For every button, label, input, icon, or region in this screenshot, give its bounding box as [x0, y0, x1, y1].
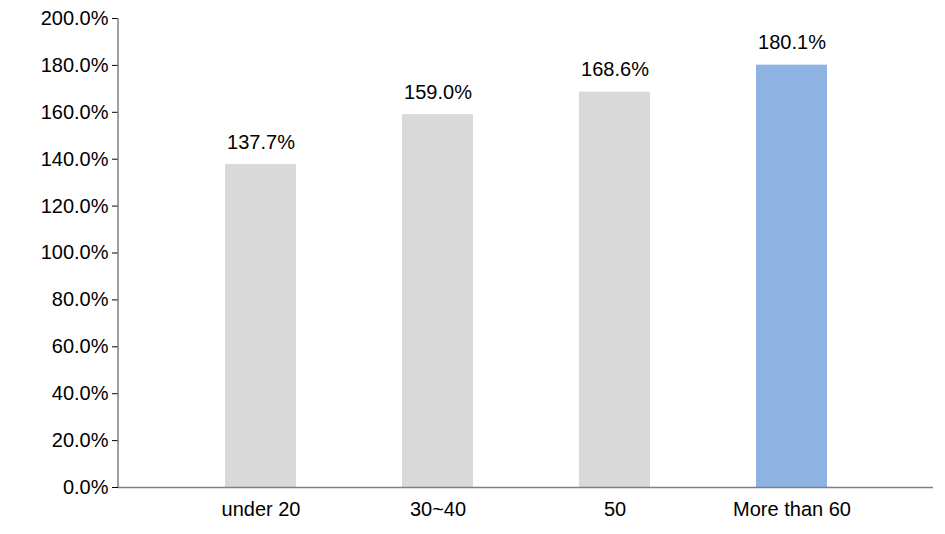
svg-text:More than 60: More than 60	[733, 498, 851, 520]
svg-text:0.0%: 0.0%	[63, 476, 109, 498]
svg-text:120.0%: 120.0%	[41, 195, 109, 217]
svg-text:50: 50	[604, 498, 626, 520]
svg-text:160.0%: 160.0%	[41, 101, 109, 123]
svg-text:200.0%: 200.0%	[41, 7, 109, 29]
svg-text:180.0%: 180.0%	[41, 54, 109, 76]
svg-text:40.0%: 40.0%	[52, 382, 109, 404]
svg-text:140.0%: 140.0%	[41, 148, 109, 170]
svg-text:180.1%: 180.1%	[758, 31, 826, 53]
svg-text:137.7%: 137.7%	[227, 131, 295, 153]
svg-text:60.0%: 60.0%	[52, 335, 109, 357]
svg-text:80.0%: 80.0%	[52, 288, 109, 310]
svg-text:20.0%: 20.0%	[52, 429, 109, 451]
svg-text:30~40: 30~40	[410, 498, 466, 520]
svg-text:100.0%: 100.0%	[41, 241, 109, 263]
svg-text:159.0%: 159.0%	[404, 81, 472, 103]
svg-text:under 20: under 20	[222, 498, 301, 520]
svg-text:168.6%: 168.6%	[581, 58, 649, 80]
